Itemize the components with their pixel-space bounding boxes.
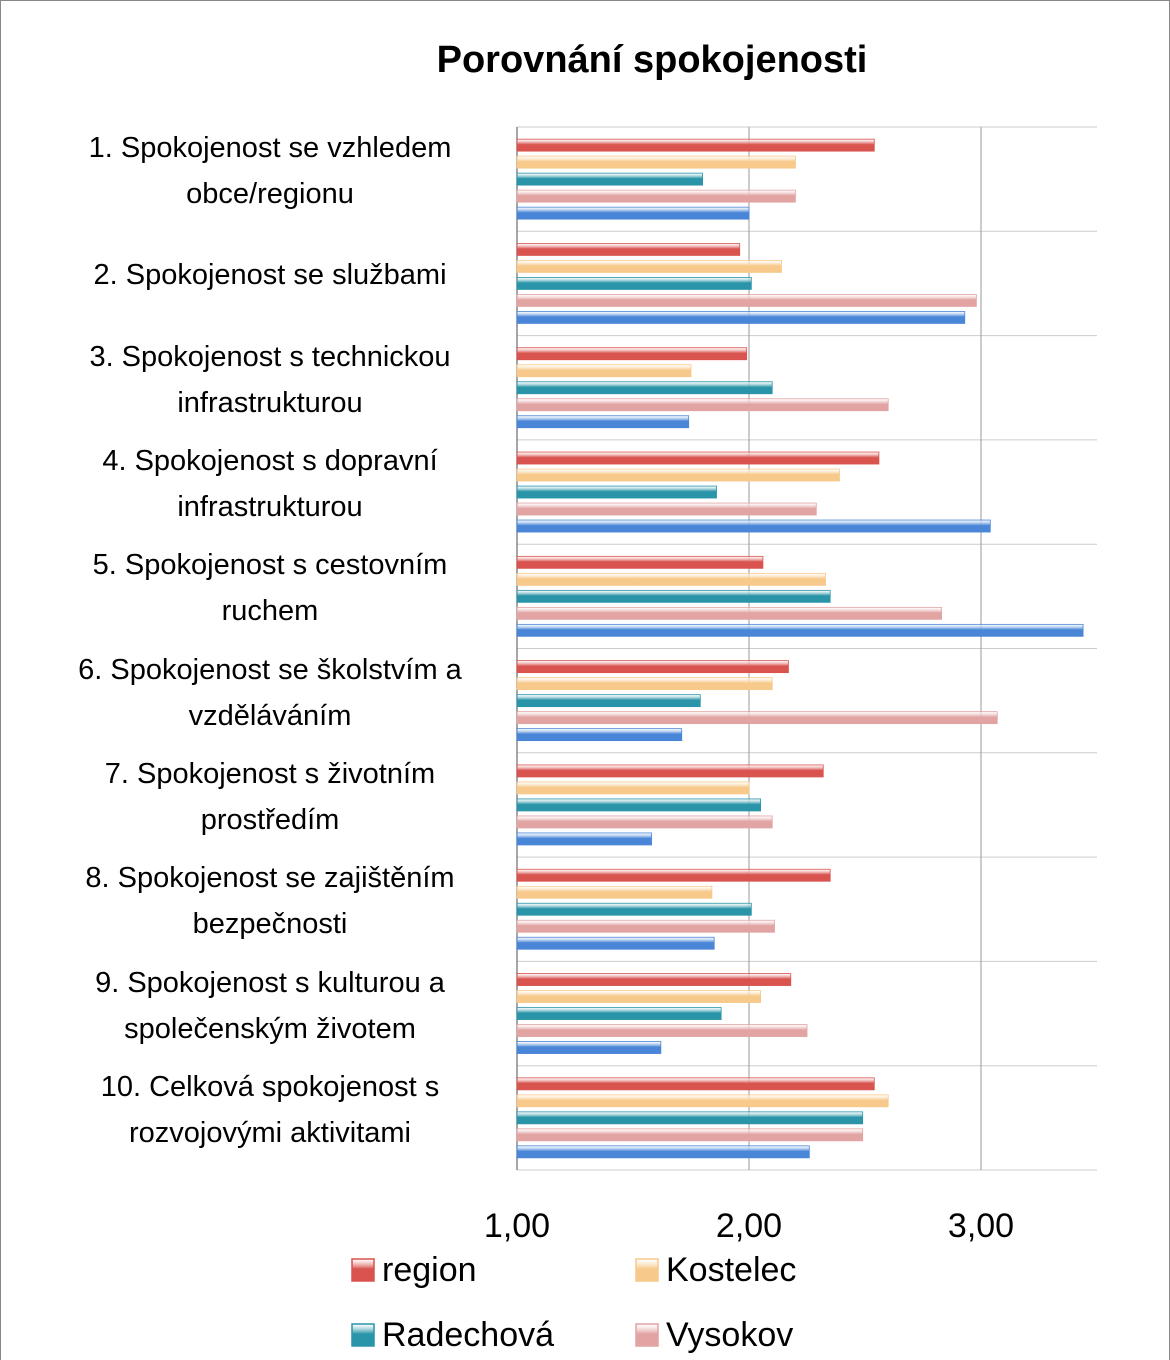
bar — [516, 815, 773, 829]
bar — [516, 1077, 875, 1091]
legend-label: Radechová — [382, 1316, 554, 1354]
bar — [516, 1145, 810, 1159]
bar — [516, 364, 692, 378]
bar — [516, 277, 752, 290]
chart-title: Porovnání spokojenosti — [437, 39, 868, 81]
bar — [516, 919, 775, 933]
bar — [516, 172, 704, 186]
bar — [516, 1041, 662, 1054]
y-tick-label: 7. Spokojenost s životním prostředím — [104, 757, 436, 836]
bar — [516, 1128, 864, 1142]
bar — [516, 902, 752, 916]
y-tick-label: 8. Spokojenost se zajištěním bezpečnosti — [85, 862, 455, 941]
bar — [516, 832, 652, 846]
bar — [516, 589, 831, 603]
bar — [516, 294, 977, 307]
legend-label: region — [382, 1251, 477, 1289]
y-tick-label: 1. Spokojenost se vzhledem obce/regionu — [88, 132, 452, 211]
legend-label: Vysokov — [666, 1316, 793, 1354]
bar — [516, 189, 796, 203]
bar — [516, 206, 750, 220]
legend-swatch — [351, 1258, 375, 1282]
bar — [516, 398, 889, 412]
x-tick-label: 2,00 — [716, 1207, 782, 1245]
bar — [516, 1111, 864, 1125]
y-tick-label: 4. Spokojenost s dopravní infrastrukturo… — [102, 445, 438, 524]
bar — [516, 1007, 722, 1020]
y-tick-label: 9. Spokojenost s kulturou a společenským… — [95, 966, 445, 1045]
bar — [516, 555, 764, 569]
bar — [516, 311, 966, 324]
bar — [516, 728, 683, 742]
bar — [516, 572, 826, 586]
bar — [516, 138, 875, 152]
bar — [516, 519, 991, 533]
bar — [516, 415, 690, 429]
bar — [516, 660, 789, 674]
bar — [516, 1094, 889, 1108]
bar — [516, 711, 998, 725]
x-tick-label: 3,00 — [948, 1207, 1014, 1245]
bar — [516, 260, 782, 273]
y-tick-label: 2. Spokojenost se službami — [93, 259, 447, 292]
bar — [516, 381, 773, 395]
bar — [516, 485, 717, 499]
legend-swatch — [351, 1323, 375, 1347]
y-tick-label: 3. Spokojenost s technickou infrastruktu… — [89, 340, 451, 419]
bar — [516, 764, 824, 778]
bar — [516, 347, 748, 361]
bar — [516, 155, 796, 169]
bar — [516, 973, 792, 986]
bar — [516, 677, 773, 691]
bar — [516, 990, 762, 1003]
bar — [516, 243, 741, 256]
bar — [516, 502, 817, 516]
bar — [516, 468, 840, 482]
bar — [516, 868, 831, 882]
bar — [516, 623, 1084, 637]
bar — [516, 451, 880, 465]
bar — [516, 781, 750, 795]
bar — [516, 936, 715, 950]
bar — [516, 606, 942, 620]
bar — [516, 885, 713, 899]
y-tick-label: 5. Spokojenost s cestovním ruchem — [92, 549, 448, 628]
legend-swatch — [635, 1258, 659, 1282]
bar — [516, 1024, 808, 1037]
bar — [516, 694, 701, 708]
y-tick-label: 10. Celková spokojenost s rozvojovými ak… — [100, 1070, 440, 1149]
x-tick-label: 1,00 — [484, 1207, 550, 1245]
legend-label: Kostelec — [666, 1251, 796, 1289]
legend-swatch — [635, 1323, 659, 1347]
bar — [516, 798, 762, 812]
y-tick-label: 6. Spokojenost se školstvím a vzdělávání… — [78, 653, 462, 732]
